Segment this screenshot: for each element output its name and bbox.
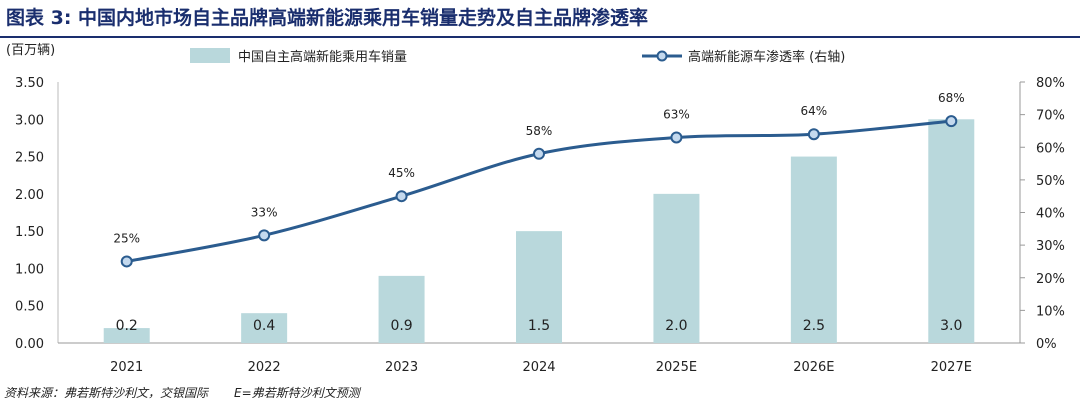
line-value-label: 25% <box>113 231 140 245</box>
bar-2026E <box>790 156 837 343</box>
left-axis-tick-label: 1.00 <box>15 262 44 277</box>
bar-2022 <box>241 313 288 343</box>
line-point-2027E <box>945 115 958 128</box>
x-axis-tick-label: 2025E <box>656 360 697 375</box>
right-axis-tick-label: 50% <box>1036 174 1065 189</box>
right-axis-tick-label: 40% <box>1036 207 1065 222</box>
forecast-note: E=弗若斯特沙利文预测 <box>234 386 360 400</box>
line-value-label: 68% <box>938 91 965 105</box>
left-axis-unit-label: (百万辆) <box>6 43 55 58</box>
bar-2025E <box>653 193 700 343</box>
source-note: 资料来源：弗若斯特沙利文，交银国际 E=弗若斯特沙利文预测 <box>4 384 386 401</box>
line-value-label: 33% <box>251 205 278 219</box>
chart-title: 图表 3: 中国内地市场自主品牌高端新能源乘用车销量走势及自主品牌渗透率 <box>6 7 649 29</box>
right-axis-tick-label: 60% <box>1036 141 1065 156</box>
left-axis-tick-label: 0.00 <box>15 337 44 352</box>
title-divider <box>0 36 1080 38</box>
left-axis-tick-label: 2.50 <box>15 151 44 166</box>
x-axis-tick-label: 2026E <box>793 360 834 375</box>
bar-2027E <box>928 119 975 344</box>
line-point-2025E <box>670 131 683 144</box>
line-point-2023 <box>395 190 408 203</box>
bar-value-label: 3.0 <box>940 318 962 334</box>
right-axis-tick-label: 0% <box>1036 337 1057 352</box>
line-value-label: 63% <box>663 107 690 121</box>
right-axis-tick-label: 20% <box>1036 272 1065 287</box>
line-value-label: 64% <box>801 104 828 118</box>
line-point-2021 <box>120 255 133 268</box>
x-axis-tick-label: 2024 <box>522 360 555 375</box>
x-axis-tick-label: 2022 <box>248 360 281 375</box>
bar-value-label: 1.5 <box>528 318 550 334</box>
line-value-label: 45% <box>388 166 415 180</box>
line-value-label: 58% <box>526 124 553 138</box>
bar-2021 <box>103 328 150 343</box>
legend: 中国自主高端新能乘用车销量 高端新能源车渗透率 (右轴) <box>190 48 845 65</box>
bar-2023 <box>378 275 425 343</box>
legend-bar-swatch <box>190 48 230 63</box>
left-axis-tick-label: 3.00 <box>15 113 44 128</box>
chart: (百万辆) 中国自主高端新能乘用车销量 高端新能源车渗透率 (右轴) 0.000… <box>6 43 1065 375</box>
left-axis-tick-label: 1.50 <box>15 225 44 240</box>
right-axis-tick-label: 80% <box>1036 76 1065 91</box>
line-point-2026E <box>807 128 820 141</box>
right-axis-tick-label: 70% <box>1036 109 1065 124</box>
legend-bar-label: 中国自主高端新能乘用车销量 <box>238 49 407 65</box>
right-axis-tick-label: 10% <box>1036 304 1065 319</box>
source-text: 资料来源：弗若斯特沙利文，交银国际 <box>4 386 209 400</box>
bar-value-label: 2.0 <box>665 318 687 334</box>
x-axis-tick-label: 2023 <box>385 360 418 375</box>
bar-value-label: 0.2 <box>116 318 138 334</box>
left-axis-tick-label: 0.50 <box>15 300 44 315</box>
left-axis-tick-label: 3.50 <box>15 76 44 91</box>
bar-value-label: 0.9 <box>390 318 412 334</box>
bar-2024 <box>516 231 562 343</box>
left-axis-tick-label: 2.00 <box>15 188 44 203</box>
right-axis-tick-label: 30% <box>1036 239 1065 254</box>
legend-line-label: 高端新能源车渗透率 (右轴) <box>688 49 845 65</box>
x-axis-tick-label: 2021 <box>110 360 143 375</box>
line-point-2024 <box>533 147 545 160</box>
plot-area: 0.00 0.50 1.00 1.50 2.00 2.50 3.00 3.50 0% 10% 20%… <box>15 76 1065 375</box>
bar-value-label: 2.5 <box>803 318 825 334</box>
bar-value-label: 0.4 <box>253 318 275 334</box>
legend-line-marker <box>656 50 668 62</box>
x-axis-tick-label: 2027E <box>931 360 972 375</box>
line-point-2022 <box>258 229 271 242</box>
